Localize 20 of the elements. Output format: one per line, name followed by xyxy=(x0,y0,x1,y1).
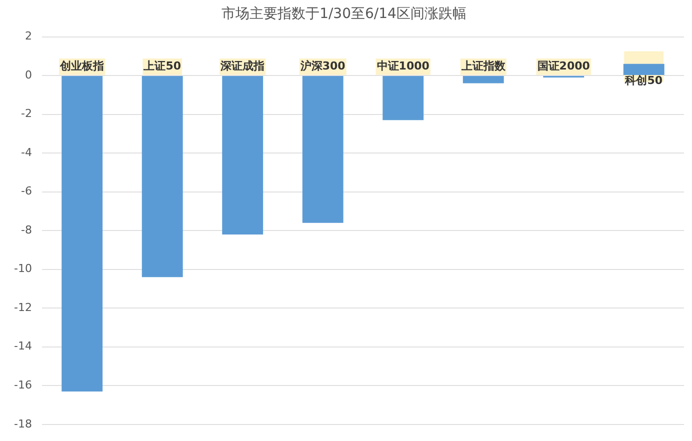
x-tick-label: 上证指数 xyxy=(460,60,506,73)
y-tick-label: -2 xyxy=(21,107,32,120)
y-tick-label: -6 xyxy=(21,184,32,198)
y-tick-label: -8 xyxy=(21,223,32,236)
x-tick-label: 中证1000 xyxy=(376,60,430,73)
y-tick-label: 2 xyxy=(24,30,32,43)
y-tick-label: -12 xyxy=(14,300,32,314)
x-tick-label: 科创50 xyxy=(624,74,663,87)
y-tick-label: -16 xyxy=(14,378,32,392)
x-tick-label: 国证2000 xyxy=(537,60,590,73)
x-tick-label: 上证50 xyxy=(142,60,182,73)
y-tick-label: 0 xyxy=(24,68,32,82)
x-tick-label: 沪深300 xyxy=(299,60,346,73)
chart-title: 市场主要指数于1/30至6/14区间涨跌幅 xyxy=(222,6,466,22)
y-tick-label: -14 xyxy=(14,340,32,353)
y-tick-label: -10 xyxy=(14,262,32,276)
x-tick-label: 创业板指 xyxy=(59,60,104,73)
y-tick-label: -4 xyxy=(21,146,32,159)
x-tick-label: 深证成指 xyxy=(220,60,265,73)
y-tick-label: -18 xyxy=(14,417,32,430)
